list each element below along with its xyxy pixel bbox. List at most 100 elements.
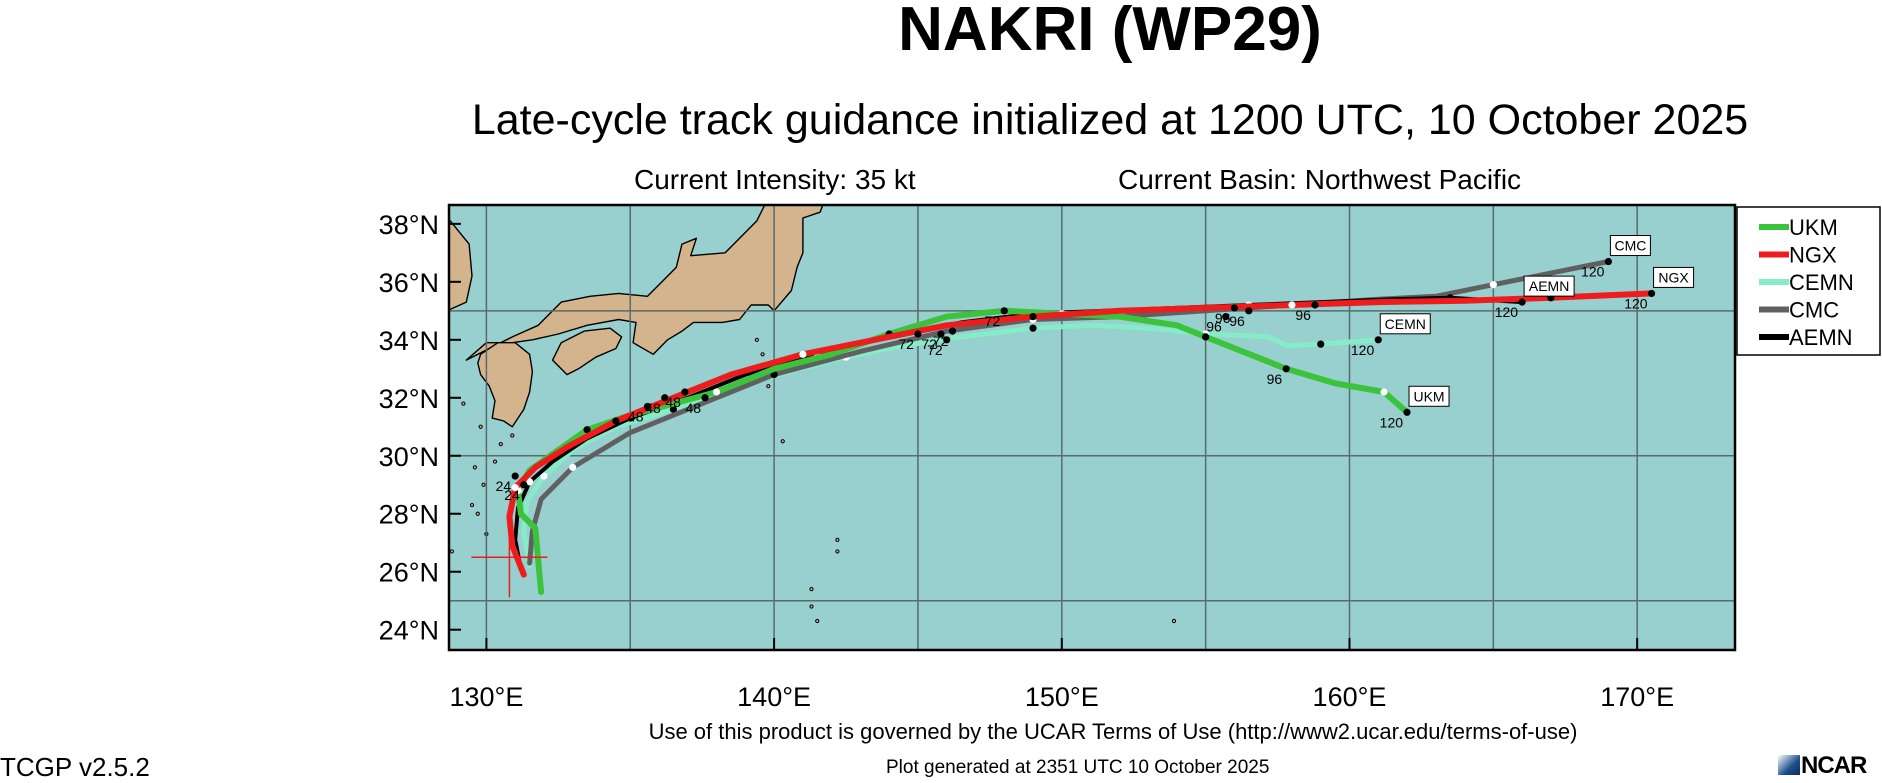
tau-dot <box>1245 307 1253 315</box>
tau-label: 120 <box>1495 304 1519 320</box>
tau-dot <box>1311 301 1319 309</box>
tau-label: 120 <box>1380 414 1404 430</box>
track-point-cemn <box>1029 324 1037 332</box>
tau-dot <box>1403 408 1411 416</box>
track-point-cmc <box>569 463 577 471</box>
ncar-logo-text: NCAR <box>1801 752 1867 779</box>
tau-label: 48 <box>665 394 681 410</box>
x-tick-label: 170°E <box>1600 682 1674 712</box>
tau-label: 96 <box>1206 319 1222 335</box>
legend-item-aemn: AEMN <box>1759 325 1853 350</box>
tau-marker-cemn: 72 <box>927 336 951 358</box>
y-tick-label: 36°N <box>379 268 439 298</box>
end-label-cmc: CMC <box>1609 235 1651 257</box>
islet <box>835 549 840 554</box>
tau-label: 96 <box>1229 313 1245 329</box>
y-tick-label: 34°N <box>379 326 439 356</box>
track-point-ngx <box>1029 313 1037 321</box>
islet <box>492 459 498 464</box>
chart-title: NAKRI (WP29) <box>898 0 1322 64</box>
track-point-cemn <box>669 405 678 413</box>
legend-item-cmc: CMC <box>1759 298 1839 323</box>
land-shikoku <box>551 327 623 376</box>
end-label-text: NGX <box>1658 269 1689 285</box>
islet <box>815 618 820 624</box>
track-point-ukm <box>583 426 591 434</box>
track-line-cemn <box>521 322 1381 569</box>
islet <box>816 686 819 689</box>
y-tick-label: 26°N <box>379 558 439 588</box>
legend-item-ukm: UKM <box>1759 215 1838 240</box>
tau-marker-cmc: 96 <box>1229 307 1253 329</box>
track-point-ngx <box>799 350 807 358</box>
tau-dot <box>1647 289 1656 298</box>
islet <box>1171 618 1177 624</box>
track-point-ukm <box>1202 333 1210 341</box>
track-point-cmc <box>1489 281 1497 289</box>
tracks: 48 72 96 120 UKM 24 48 72 96 120 NGX 48 72 96 120 CEMN 7… <box>496 235 1695 595</box>
end-label-cemn: CEMN <box>1379 313 1431 335</box>
end-label-ngx: NGX <box>1653 266 1695 288</box>
tau-marker-aemn: 96 <box>1295 301 1319 323</box>
current-position-marker <box>471 529 548 598</box>
y-tick-label: 24°N <box>379 616 439 646</box>
ncar-logo: NCAR <box>1778 752 1867 780</box>
tau-dot <box>914 330 922 338</box>
end-label-ukm: UKM <box>1408 385 1450 407</box>
tau-dot <box>681 388 689 396</box>
y-tick-label: 38°N <box>379 210 439 240</box>
tau-label: 48 <box>628 408 644 424</box>
end-label-box <box>1408 385 1450 407</box>
x-tick-label: 130°E <box>449 682 523 712</box>
end-label-box <box>1653 266 1695 288</box>
chart-subtitle: Late-cycle track guidance initialized at… <box>471 96 1749 144</box>
track-point-aemn <box>525 478 534 486</box>
tau-dot <box>943 336 951 344</box>
legend-label: NGX <box>1789 243 1837 268</box>
land-china <box>0 166 253 746</box>
track-point-ukm <box>712 388 721 396</box>
tau-dot <box>1230 304 1239 312</box>
track-layer: 48 72 96 120 UKM 24 48 72 96 120 NGX 48 72 96 120 CEMN 7… <box>471 235 1695 598</box>
tau-label: 96 <box>1295 307 1311 323</box>
tau-label: 24 <box>504 487 520 503</box>
islet <box>478 424 483 429</box>
tau-label: 48 <box>645 400 661 416</box>
tau-marker-cemn: 48 <box>685 394 709 416</box>
map-layer <box>0 166 1735 746</box>
tau-marker-ukm: 96 <box>1267 365 1290 387</box>
tau-marker-aemn: 120 <box>1495 298 1526 320</box>
current-intensity: Current Intensity: 35 kt <box>634 164 916 195</box>
tau-label: 120 <box>1581 264 1605 280</box>
x-tick-label: 150°E <box>1025 682 1099 712</box>
axis-layer: 24°N 26°N 28°N 30°N 32°N 34°N 36°N 38°N 130°E 140… <box>379 203 1737 712</box>
legend-label: CEMN <box>1789 270 1854 295</box>
tau-marker-ukm: 72 <box>985 307 1008 329</box>
tau-dot <box>643 402 652 411</box>
end-label-text: AEMN <box>1529 278 1569 294</box>
land-kyushu <box>477 342 534 428</box>
ncar-logo-icon <box>1778 755 1800 775</box>
legend-label: UKM <box>1789 215 1838 240</box>
track-point-ngx <box>1288 301 1296 309</box>
tau-marker-ukm: 120 <box>1380 408 1411 430</box>
end-label-box <box>1379 313 1431 335</box>
islet <box>809 587 814 592</box>
islet <box>754 337 759 342</box>
tau-dot <box>511 472 519 480</box>
tau-marker-aemn: 72 <box>921 330 945 352</box>
y-tick-label: 30°N <box>379 442 439 472</box>
end-label-text: CEMN <box>1385 316 1426 332</box>
islet <box>481 482 486 487</box>
islet <box>461 401 466 406</box>
plot-generated-time: Plot generated at 2351 UTC 10 October 20… <box>886 757 1270 778</box>
track-point-ngx <box>511 484 519 492</box>
tau-label: 72 <box>927 342 943 358</box>
legend-item-ngx: NGX <box>1759 243 1837 268</box>
end-label-text: UKM <box>1413 388 1444 404</box>
tau-label: 48 <box>685 400 701 416</box>
land-honshu <box>465 205 824 361</box>
x-tick-label: 140°E <box>737 682 811 712</box>
